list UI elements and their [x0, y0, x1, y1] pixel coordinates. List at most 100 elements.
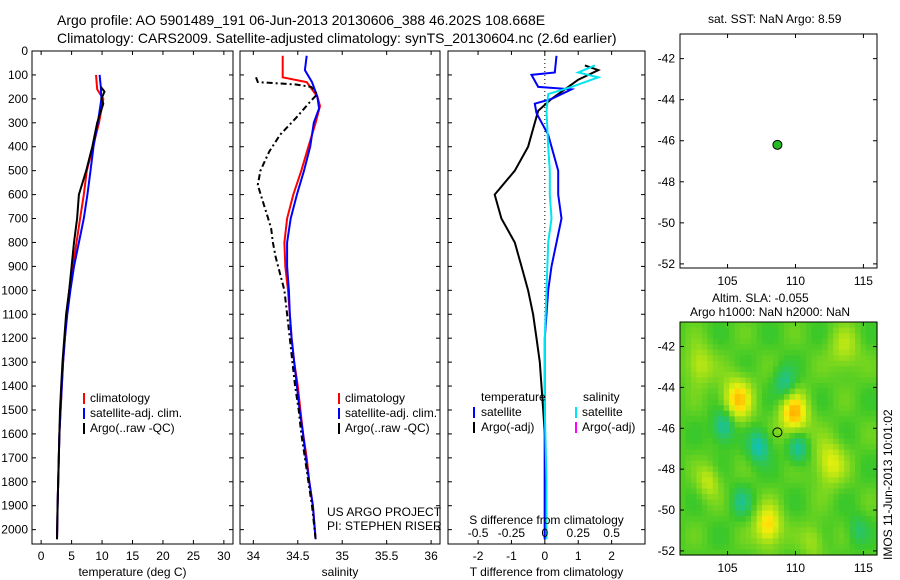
sla-cell — [871, 432, 878, 440]
sla-cell — [707, 488, 714, 495]
sla-cell — [723, 427, 730, 434]
sla-cell — [838, 322, 845, 329]
sla-cell — [789, 488, 796, 495]
sla-cell — [767, 377, 774, 384]
sla-cell — [805, 444, 812, 451]
sla-cell — [822, 477, 829, 484]
sla-cell — [822, 493, 829, 501]
sla-cell — [696, 322, 703, 329]
sla-cell — [723, 449, 730, 456]
sla-cell — [685, 410, 692, 417]
sla-cell — [729, 532, 736, 539]
sla-cell — [745, 388, 752, 395]
sla-cell — [816, 444, 823, 451]
sla-cell — [849, 516, 856, 523]
sla-cell — [783, 360, 791, 367]
sla-cell — [855, 427, 862, 434]
sla-cell — [827, 449, 834, 456]
sla-cell — [745, 338, 752, 345]
sla-cell — [827, 371, 834, 379]
sla-cell — [783, 499, 791, 506]
sla-cell — [685, 377, 692, 384]
sla-cell — [751, 455, 758, 462]
sla-cell — [729, 471, 736, 478]
sla-cell — [696, 377, 703, 384]
sla-cell — [855, 371, 862, 379]
sla-cell — [762, 360, 769, 367]
sla-cell — [723, 532, 730, 539]
sla-cell — [800, 549, 807, 556]
sla-cell — [762, 444, 769, 451]
sla-cell — [729, 377, 736, 384]
sla-cell — [707, 543, 714, 551]
sla-cell — [685, 371, 692, 379]
sla-cell — [860, 333, 867, 340]
sla-cell — [685, 421, 692, 429]
sla-cell — [866, 388, 873, 395]
sla-cell — [740, 416, 747, 423]
sla-cell — [827, 532, 834, 539]
sla-cell — [855, 383, 862, 390]
sla-cell — [871, 455, 878, 462]
sla-cell — [855, 516, 862, 523]
sla-cell — [685, 432, 692, 440]
sla-cell — [762, 344, 769, 351]
x-tick-label: 34 — [247, 549, 261, 563]
sla-cell — [866, 543, 873, 551]
sla-cell — [805, 377, 812, 384]
sla-cell — [855, 399, 862, 406]
sla-cell — [690, 455, 698, 462]
sla-cell — [773, 327, 780, 334]
sla-cell — [745, 482, 752, 490]
sla-cell — [734, 482, 741, 490]
sla-cell — [844, 427, 851, 434]
sla-cell — [734, 449, 741, 456]
sla-cell — [838, 416, 845, 423]
sla-cell — [685, 416, 692, 423]
sla-cell — [712, 399, 719, 406]
sla-cell — [729, 444, 736, 451]
sla-cell — [783, 405, 791, 412]
sla-cell — [762, 477, 769, 484]
sla-cell — [827, 444, 834, 451]
sla-cell — [860, 355, 867, 362]
sla-cell — [712, 377, 719, 384]
sla-cell — [712, 538, 719, 545]
sla-cell — [745, 427, 752, 434]
sla-cell — [844, 438, 851, 445]
sla-cell — [723, 505, 730, 512]
depth-tick-label: 800 — [8, 235, 28, 249]
sla-cell — [805, 410, 812, 417]
sla-cell — [773, 416, 780, 423]
sla-cell — [745, 488, 752, 495]
sla-cell — [773, 399, 780, 406]
sla-cell — [690, 338, 698, 345]
sla-cell — [729, 349, 736, 356]
sla-cell — [860, 383, 867, 390]
sla-cell — [844, 538, 851, 545]
sla-cell — [794, 421, 801, 429]
sla-cell — [701, 371, 708, 379]
sla-cell — [866, 383, 873, 390]
sla-cell — [723, 477, 730, 484]
sla-cell — [833, 527, 840, 534]
sla-cell — [756, 455, 763, 462]
sla-cell — [723, 421, 730, 429]
sla-cell — [860, 338, 867, 345]
sla-cell — [794, 333, 801, 340]
sla-cell — [740, 505, 747, 512]
sla-cell — [690, 532, 698, 539]
sla-cell — [844, 410, 851, 417]
sla-cell — [751, 549, 758, 556]
x-axis-label: T difference from climatology — [470, 565, 624, 579]
sla-cell — [696, 516, 703, 523]
sla-cell — [822, 383, 829, 390]
sla-cell — [773, 344, 780, 351]
sla-cell — [778, 383, 785, 390]
sla-cell — [855, 360, 862, 367]
sla-cell — [849, 521, 856, 528]
sla-cell — [707, 371, 714, 379]
sla-cell — [783, 421, 791, 429]
sla-cell — [734, 421, 741, 429]
sla-cell — [866, 477, 873, 484]
